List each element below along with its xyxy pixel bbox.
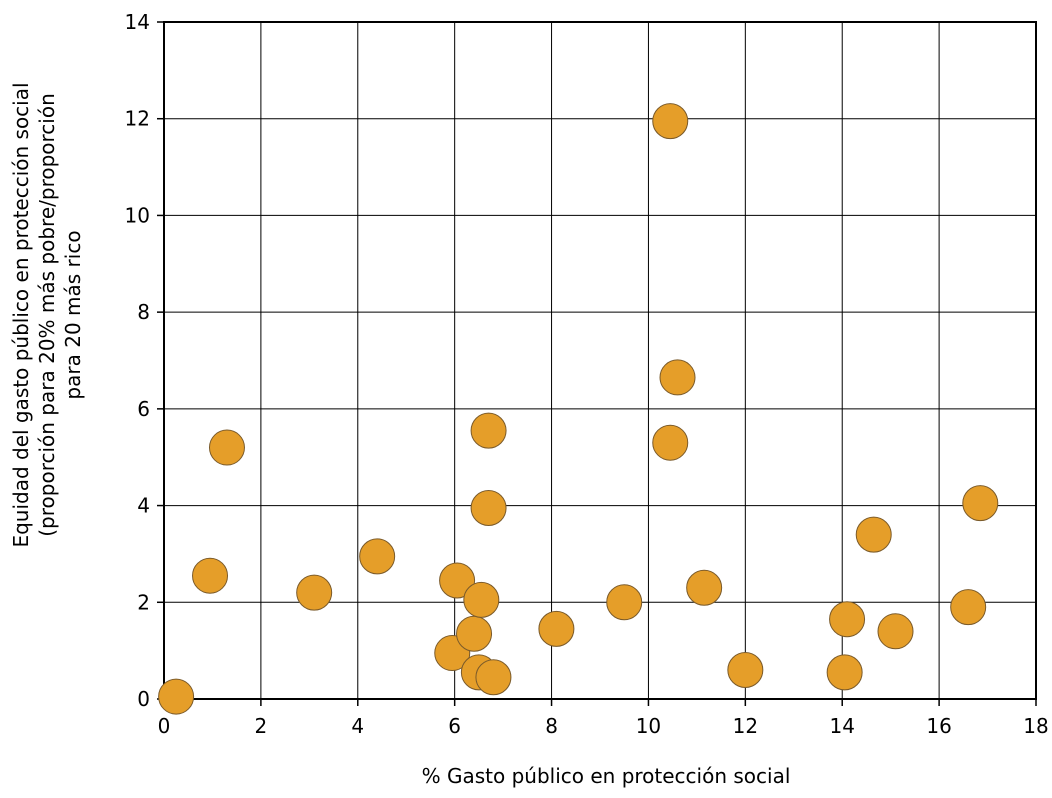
data-point: [470, 489, 507, 526]
y-tick-label: 8: [137, 300, 150, 324]
y-tick-label: 2: [137, 590, 150, 614]
y-tick-label: 14: [125, 10, 150, 34]
data-point: [463, 581, 500, 618]
data-points: [158, 103, 999, 715]
x-axis-ticks: 0 2 4 6 8 10 12 14 16 18: [158, 699, 1049, 738]
x-tick-label: 2: [255, 714, 268, 738]
data-point: [829, 601, 866, 638]
x-axis-title: % Gasto público en protección social: [422, 764, 791, 788]
y-tick-label: 10: [125, 203, 150, 227]
data-point: [652, 103, 689, 140]
data-point: [359, 538, 396, 575]
data-point: [456, 615, 493, 652]
x-tick-label: 4: [351, 714, 364, 738]
data-point: [538, 610, 575, 647]
data-point: [296, 574, 333, 611]
data-point: [439, 562, 476, 599]
y-tick-label: 12: [125, 107, 150, 131]
plot-area: [163, 21, 1037, 700]
data-point: [855, 516, 892, 553]
x-tick-label: 10: [636, 714, 661, 738]
x-tick-label: 18: [1023, 714, 1048, 738]
data-point: [606, 584, 643, 621]
x-tick-label: 14: [829, 714, 854, 738]
x-tick-label: 16: [926, 714, 951, 738]
data-point: [208, 429, 245, 466]
grid-lines: [163, 21, 1037, 700]
data-point: [727, 651, 764, 688]
data-point: [475, 659, 512, 696]
data-point: [962, 485, 999, 522]
y-tick-label: 0: [137, 687, 150, 711]
y-axis-title-line: Equidad del gasto público en protección …: [9, 82, 33, 547]
data-point: [686, 569, 723, 606]
y-axis-title: Equidad del gasto público en protección …: [9, 82, 85, 547]
x-tick-label: 6: [448, 714, 461, 738]
y-axis-ticks: 0 2 4 6 8 10 12 14: [125, 10, 164, 711]
x-tick-label: 0: [158, 714, 171, 738]
x-tick-label: 12: [733, 714, 758, 738]
data-point: [659, 359, 696, 396]
y-tick-label: 6: [137, 397, 150, 421]
y-axis-title-line: para 20 más rico: [61, 230, 85, 399]
data-point: [192, 557, 229, 594]
data-point: [950, 589, 987, 626]
y-tick-label: 4: [137, 494, 150, 518]
data-point: [826, 654, 863, 691]
data-point: [158, 678, 195, 715]
data-point: [470, 412, 507, 449]
data-point: [877, 613, 914, 650]
x-tick-label: 8: [545, 714, 558, 738]
y-axis-title-line: (proporción para 20% más pobre/proporció…: [35, 93, 59, 537]
data-point: [652, 424, 689, 461]
